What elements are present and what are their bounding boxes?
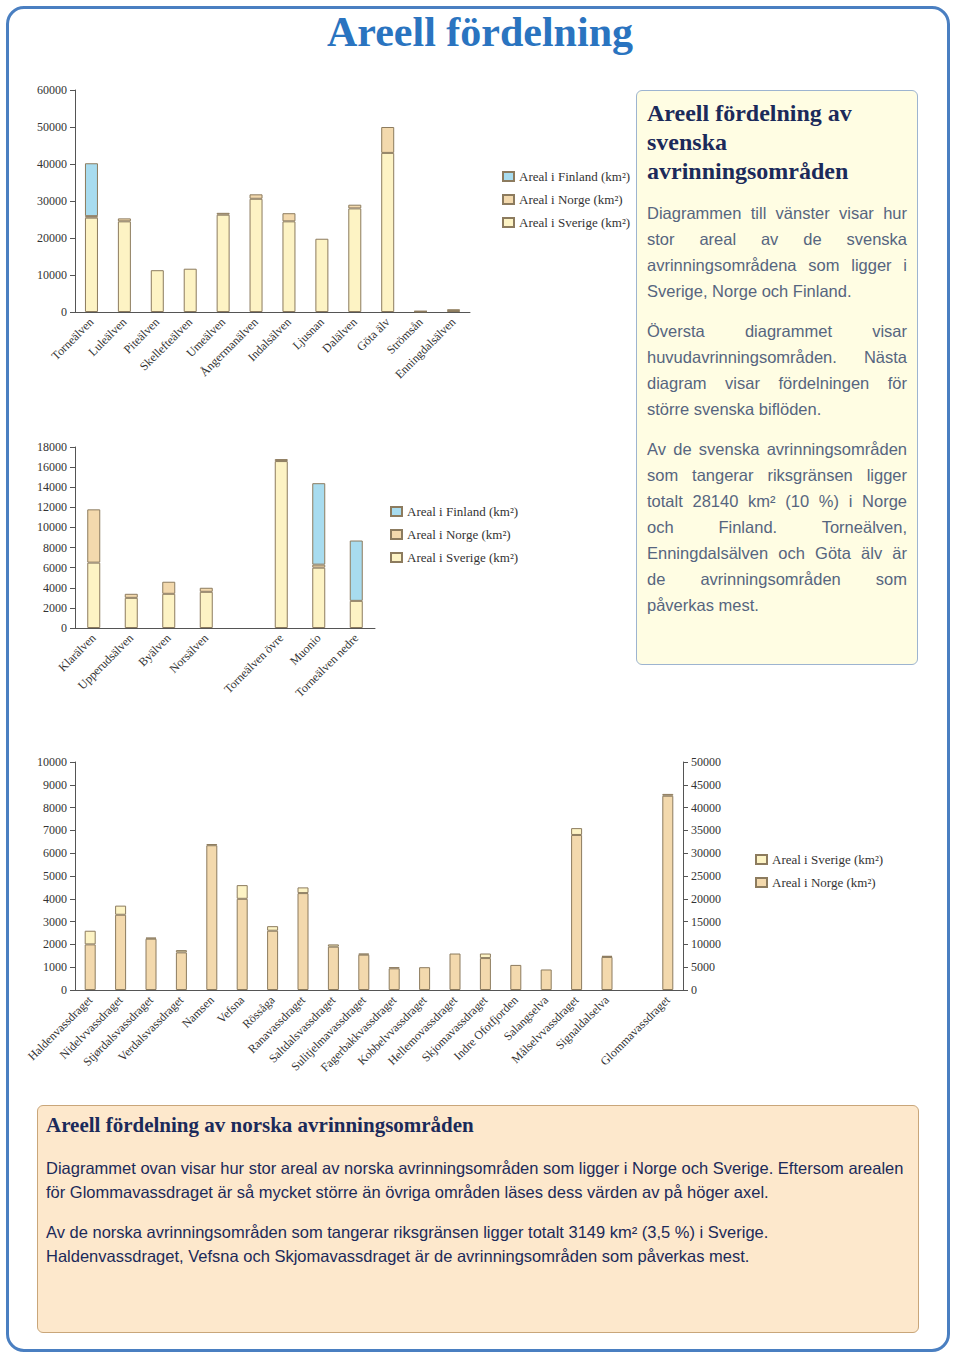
html-text:Areell fördelning: Areell fördelning [327,9,633,55]
svg-text:Strömsån: Strömsån [383,315,426,357]
svg-text:Salangselva: Salangselva [500,993,552,1044]
svg-text:Fagerbakkvassdraget: Fagerbakkvassdraget [317,993,400,1075]
svg-text:2000: 2000 [43,937,67,951]
html-text:Översta diagrammet visar huvud: Översta diagrammet visar huvudavrinnings… [647,322,907,418]
svg-text:35000: 35000 [691,823,721,837]
svg-text:Sulitjelmavassdraget: Sulitjelmavassdraget [288,993,369,1074]
svg-text:15000: 15000 [691,915,721,929]
svg-text:Luleälven: Luleälven [86,315,130,359]
svg-text:Areal i Sverige (km²): Areal i Sverige (km²) [772,852,883,867]
html-text:Areell fördelning av norska av: Areell fördelning av norska avrinningsom… [46,1113,474,1137]
svg-text:6000: 6000 [43,561,67,575]
svg-text:14000: 14000 [37,480,67,494]
svg-text:Areal i Sverige (km²): Areal i Sverige (km²) [519,215,630,230]
svg-text:40000: 40000 [691,801,721,815]
svg-text:Enningdalsälven: Enningdalsälven [392,315,458,381]
svg-text:Vefsna: Vefsna [214,993,248,1026]
svg-text:Upperudsälven: Upperudsälven [75,631,136,692]
svg-text:4000: 4000 [43,581,67,595]
svg-text:10000: 10000 [37,755,67,769]
svg-text:0: 0 [61,983,67,997]
svg-text:Byälven: Byälven [135,631,174,670]
svg-text:3000: 3000 [43,915,67,929]
svg-text:30000: 30000 [37,194,67,208]
svg-text:Dalälven: Dalälven [319,315,359,355]
svg-text:Skjomavassdraget: Skjomavassdraget [418,993,491,1065]
svg-text:Umeälven: Umeälven [183,315,229,360]
svg-text:Signaldalselva: Signaldalselva [553,993,613,1053]
svg-text:Areal i Sverige (km²): Areal i Sverige (km²) [407,550,518,565]
svg-text:Indalsälven: Indalsälven [245,315,294,364]
svg-text:20000: 20000 [37,231,67,245]
svg-text:Muonio: Muonio [287,631,324,668]
svg-text:Namsen: Namsen [179,993,217,1031]
svg-text:Torneälven övre: Torneälven övre [221,631,286,696]
svg-text:Målselvvassdraget: Målselvvassdraget [508,993,582,1066]
svg-text:Areal i Norge (km²): Areal i Norge (km²) [407,527,511,542]
svg-text:2000: 2000 [43,601,67,615]
svg-text:30000: 30000 [691,846,721,860]
html-text:Diagrammen till vänster visar: Diagrammen till vänster visar hur stor a… [647,204,907,300]
svg-text:Indre Ofotfjorden: Indre Ofotfjorden [450,993,521,1063]
svg-text:60000: 60000 [37,83,67,97]
svg-text:0: 0 [691,983,697,997]
svg-text:10000: 10000 [37,520,67,534]
svg-text:0: 0 [61,305,67,319]
svg-text:16000: 16000 [37,460,67,474]
svg-text:Skellefteälven: Skellefteälven [137,315,195,373]
svg-text:Klarälven: Klarälven [55,631,99,675]
svg-text:4000: 4000 [43,892,67,906]
svg-text:Glommavassdraget: Glommavassdraget [597,993,673,1069]
svg-text:45000: 45000 [691,778,721,792]
svg-text:0: 0 [61,621,67,635]
svg-text:Areal i Norge (km²): Areal i Norge (km²) [772,875,876,890]
svg-text:20000: 20000 [691,892,721,906]
svg-text:12000: 12000 [37,500,67,514]
svg-text:5000: 5000 [691,960,715,974]
svg-text:Areal i Finland (km²): Areal i Finland (km²) [407,504,518,519]
svg-text:Ljusnan: Ljusnan [289,315,327,353]
svg-text:Hellemovassdraget: Hellemovassdraget [385,993,460,1068]
svg-text:Rössåga: Rössåga [239,993,278,1032]
svg-text:10000: 10000 [691,937,721,951]
svg-text:5000: 5000 [43,869,67,883]
svg-text:Areal i Norge (km²): Areal i Norge (km²) [519,192,623,207]
svg-text:Ranavassdraget: Ranavassdraget [244,993,308,1057]
svg-text:7000: 7000 [43,823,67,837]
svg-text:Piteälven: Piteälven [120,315,163,357]
svg-text:Haldenvassdraget: Haldenvassdraget [25,993,96,1064]
svg-text:Kobbelvvassdraget: Kobbelvvassdraget [354,993,430,1068]
svg-text:Saltdalsvassdraget: Saltdalsvassdraget [265,993,339,1066]
svg-text:25000: 25000 [691,869,721,883]
html-text:Areell fördelning av svenska a: Areell fördelning av svenska avrinningso… [647,100,852,184]
svg-text:Areal i Finland (km²): Areal i Finland (km²) [519,169,630,184]
html-text:Diagrammet ovan visar hur stor: Diagrammet ovan visar hur stor areal av … [46,1159,904,1201]
svg-text:50000: 50000 [37,120,67,134]
svg-text:10000: 10000 [37,268,67,282]
svg-text:Nidelvvassdraget: Nidelvvassdraget [56,993,126,1062]
svg-text:6000: 6000 [43,846,67,860]
svg-text:Torneälven nedre: Torneälven nedre [292,631,361,700]
svg-text:50000: 50000 [691,755,721,769]
svg-text:1000: 1000 [43,960,67,974]
svg-text:18000: 18000 [37,440,67,454]
svg-text:Göta älv: Göta älv [353,315,393,354]
svg-text:8000: 8000 [43,801,67,815]
svg-text:8000: 8000 [43,541,67,555]
svg-text:9000: 9000 [43,778,67,792]
html-text:Av de norska avrinningsområden: Av de norska avrinningsområden som tange… [46,1223,769,1265]
svg-text:40000: 40000 [37,157,67,171]
svg-text:Stjørdalsvassdraget: Stjørdalsvassdraget [80,993,156,1069]
html-text:Av de svenska avrinningsområde: Av de svenska avrinningsområden som tang… [647,440,907,614]
svg-text:Verdalsvassdraget: Verdalsvassdraget [115,993,187,1065]
svg-text:Ångermanälven: Ångermanälven [197,315,261,380]
svg-text:Torneälven: Torneälven [49,315,97,363]
svg-text:Norsälven: Norsälven [166,631,211,676]
